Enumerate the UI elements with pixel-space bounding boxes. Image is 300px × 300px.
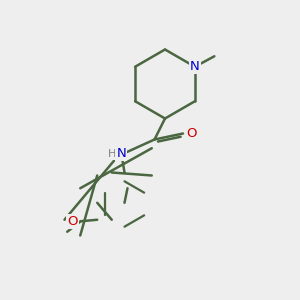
Text: H: H (108, 149, 116, 159)
Text: N: N (116, 147, 126, 161)
Text: N: N (190, 60, 200, 73)
Text: O: O (186, 127, 197, 140)
Text: O: O (68, 215, 78, 228)
